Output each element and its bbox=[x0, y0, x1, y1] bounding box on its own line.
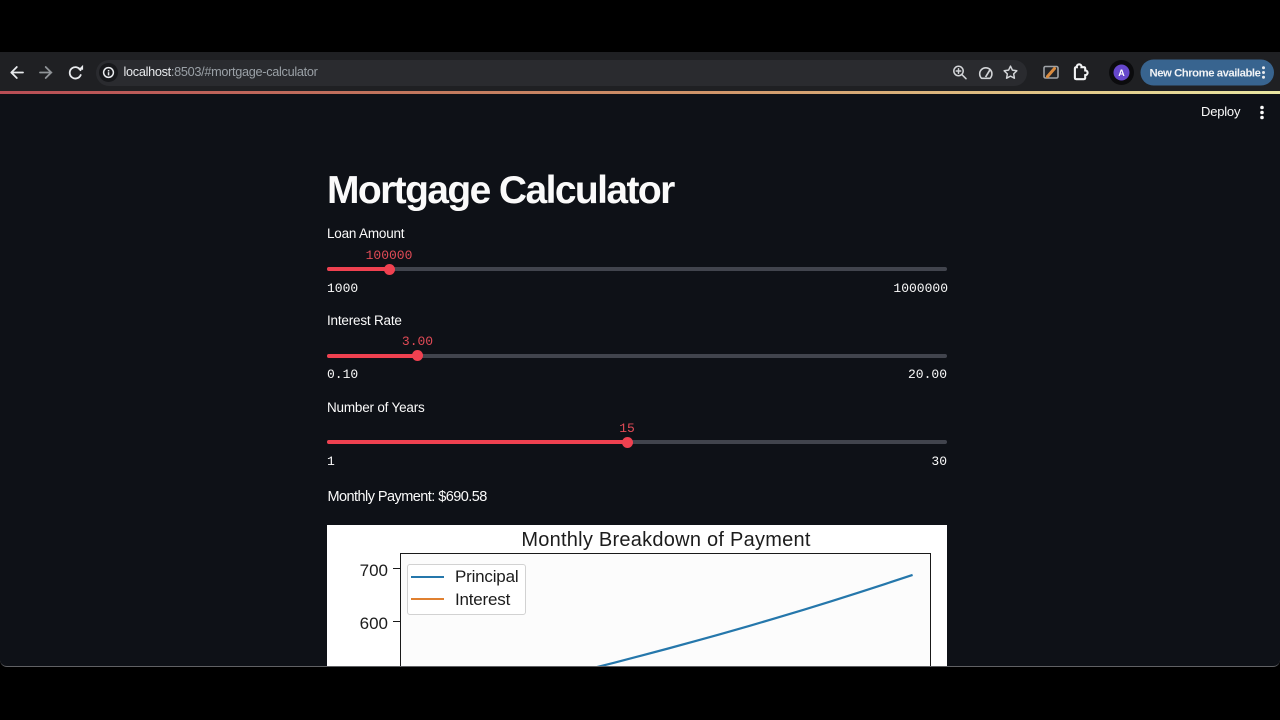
svg-text:A: A bbox=[1118, 68, 1125, 78]
svg-text:New Chrome available: New Chrome available bbox=[1150, 68, 1261, 80]
